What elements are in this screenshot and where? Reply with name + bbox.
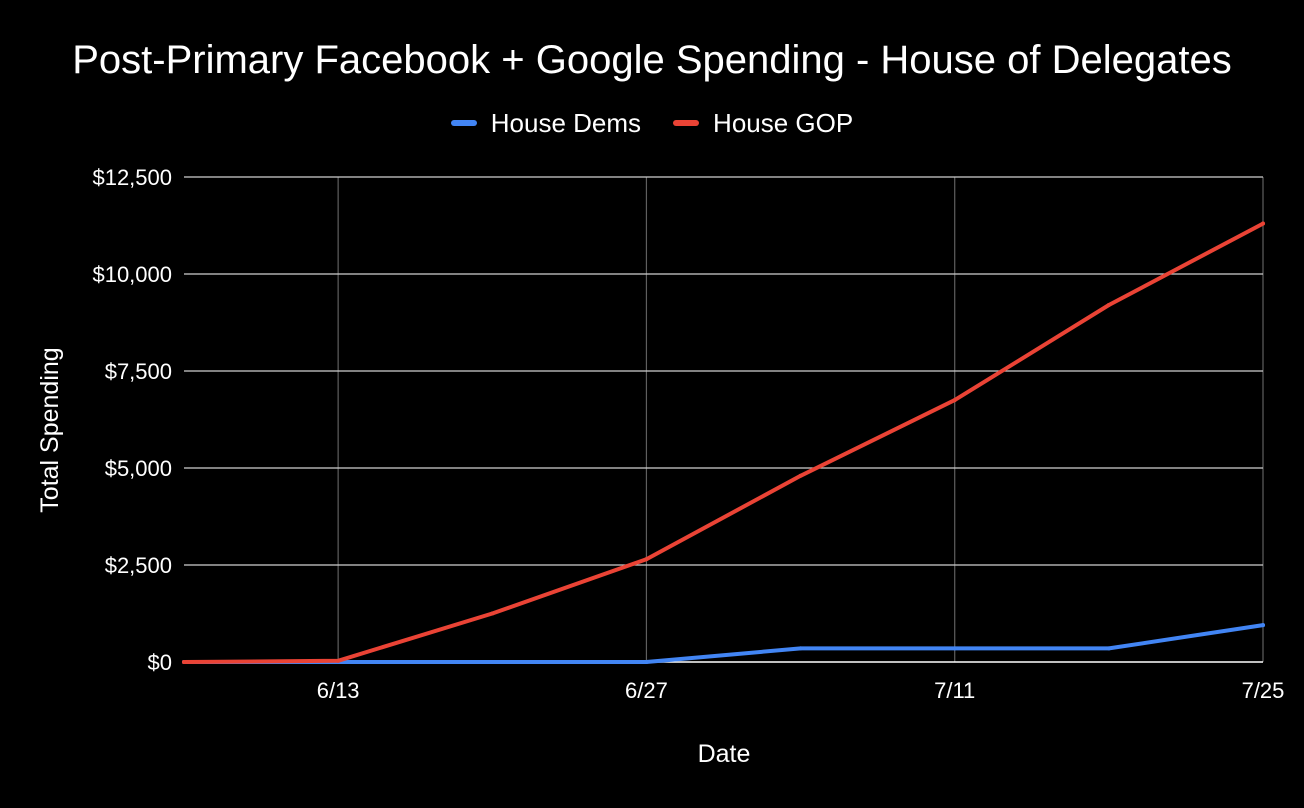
horizontal-gridlines bbox=[184, 176, 1263, 663]
data-point-house-dems-6-27[interactable] bbox=[644, 660, 649, 664]
series-lines bbox=[182, 221, 1265, 664]
legend-label-house-gop: House GOP bbox=[713, 108, 854, 138]
x-tick-label-7-11: 7/11 bbox=[934, 678, 975, 703]
legend-item-house-gop[interactable]: House GOP bbox=[673, 106, 853, 140]
y-tick-label-12500: $12,500 bbox=[92, 165, 172, 190]
data-point-house-gop-6-20[interactable] bbox=[490, 611, 495, 616]
data-point-house-gop-6-27[interactable] bbox=[644, 557, 649, 562]
series-line-house-gop[interactable] bbox=[182, 221, 1265, 664]
y-tick-labels: $0 $2,500 $5,000 $7,500 $10,000 $12,500 bbox=[92, 165, 172, 675]
data-point-house-gop-7-4[interactable] bbox=[798, 473, 803, 478]
y-tick-label-5000: $5,000 bbox=[105, 456, 172, 481]
legend-item-house-dems[interactable]: House Dems bbox=[450, 106, 642, 140]
y-tick-label-7500: $7,500 bbox=[105, 359, 172, 384]
data-point-house-dems-7-18[interactable] bbox=[1106, 646, 1111, 651]
data-point-house-dems-7-11[interactable] bbox=[952, 646, 957, 651]
y-tick-label-2500: $2,500 bbox=[105, 553, 172, 578]
x-tick-labels: 6/13 6/27 7/11 7/25 bbox=[317, 678, 1285, 703]
y-axis-label: Total Spending bbox=[36, 347, 64, 512]
x-tick-label-6-13: 6/13 bbox=[317, 678, 360, 703]
data-point-house-gop-7-25[interactable] bbox=[1261, 221, 1265, 226]
data-point-house-gop-6-6[interactable] bbox=[182, 660, 186, 664]
chart-title: Post-Primary Facebook + Google Spending … bbox=[72, 38, 1232, 82]
data-point-house-gop-6-13[interactable] bbox=[336, 658, 341, 663]
vertical-gridlines bbox=[337, 177, 1264, 662]
legend-swatch-house-gop bbox=[673, 120, 700, 126]
x-axis-label: Date bbox=[698, 740, 751, 768]
legend-swatch-house-dems bbox=[450, 120, 477, 126]
data-point-house-dems-7-4[interactable] bbox=[798, 646, 803, 651]
y-tick-label-0: $0 bbox=[148, 650, 172, 675]
legend-label-house-dems: House Dems bbox=[490, 108, 642, 138]
legend: House Dems House GOP bbox=[0, 106, 1304, 140]
x-tick-label-7-25: 7/25 bbox=[1242, 678, 1285, 703]
data-point-house-gop-7-11[interactable] bbox=[952, 398, 957, 403]
data-point-house-dems-6-20[interactable] bbox=[490, 660, 495, 664]
data-point-house-dems-7-25[interactable] bbox=[1261, 623, 1265, 628]
series-line-house-dems[interactable] bbox=[182, 623, 1265, 664]
x-tick-label-6-27: 6/27 bbox=[625, 678, 668, 703]
data-point-house-gop-7-18[interactable] bbox=[1106, 303, 1111, 308]
y-tick-label-10000: $10,000 bbox=[92, 262, 172, 287]
